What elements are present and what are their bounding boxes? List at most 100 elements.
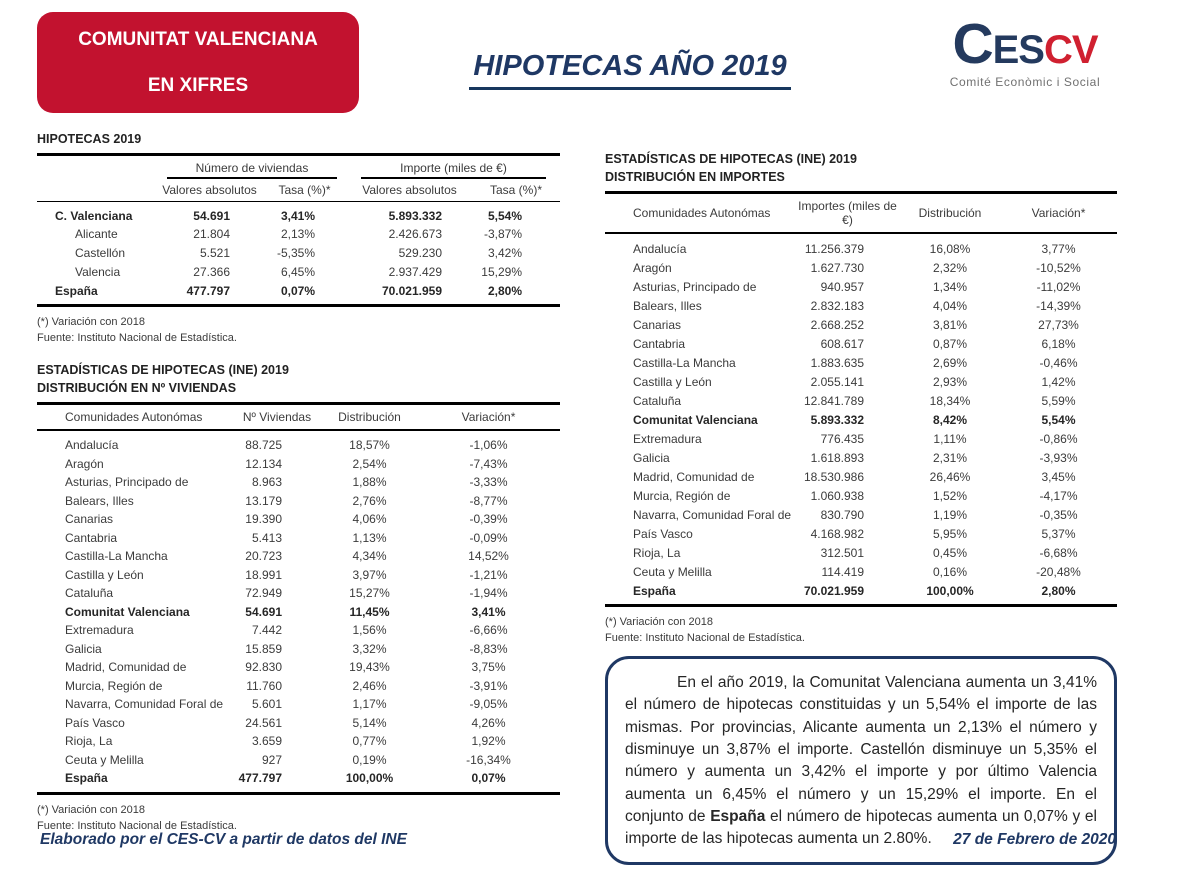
table-row: Comunitat Valenciana 54.691 11,45% 3,41% <box>37 603 560 622</box>
viviendas-value: 18.991 <box>245 567 282 582</box>
viviendas-value: 88.725 <box>245 438 282 453</box>
importes-value: 1.060.938 <box>810 488 864 503</box>
importes-value: 312.501 <box>820 545 864 560</box>
importe-abs-value: 5.893.332 <box>388 208 442 223</box>
region-name: Cantabria <box>633 336 686 351</box>
distribucion-value: 1,17% <box>352 697 387 712</box>
logo-letter-c: C <box>952 12 993 76</box>
importes-value: 940.957 <box>820 279 864 294</box>
table2-footnotes: (*) Variación con 2018 Fuente: Instituto… <box>37 803 560 835</box>
variacion-value: -20,48% <box>1036 564 1081 579</box>
distribucion-value: 5,95% <box>932 526 968 541</box>
distribucion-value: 2,93% <box>932 374 968 389</box>
viviendas-value: 13.179 <box>245 493 282 508</box>
variacion-value: -1,94% <box>469 586 508 601</box>
table-row: Castilla y León 18.991 3,97% -1,21% <box>37 566 560 585</box>
variacion-value: 1,42% <box>1041 374 1076 389</box>
variacion-value: 3,41% <box>471 604 506 619</box>
table1-sub-header: Valores absolutos Tasa (%)* Valores abso… <box>37 179 560 203</box>
table-row: Murcia, Región de 1.060.938 1,52% -4,17% <box>605 486 1117 505</box>
viviendas-value: 477.797 <box>238 771 282 786</box>
distribucion-value: 4,04% <box>932 298 968 313</box>
distribucion-value: 3,32% <box>352 641 387 656</box>
viviendas-tasa-value: 6,45% <box>280 264 315 279</box>
table-row: Canarias 19.390 4,06% -0,39% <box>37 510 560 529</box>
table-row: España 477.797 0,07% 70.021.959 2,80% <box>37 281 560 300</box>
table-row: Aragón 1.627.730 2,32% -10,52% <box>605 258 1117 277</box>
distribucion-value: 2,76% <box>352 493 387 508</box>
region-name: Rioja, La <box>633 545 681 560</box>
table-row: Ceuta y Melilla 927 0,19% -16,34% <box>37 751 560 770</box>
logo-letters-es: ES <box>992 28 1045 72</box>
variacion-value: 5,59% <box>1041 393 1076 408</box>
importes-value: 114.419 <box>821 564 865 579</box>
distribucion-value: 4,06% <box>352 512 387 527</box>
viviendas-value: 3.659 <box>251 734 282 749</box>
table-row: Ceuta y Melilla 114.419 0,16% -20,48% <box>605 562 1117 581</box>
viviendas-value: 20.723 <box>245 549 282 564</box>
table-row: Cataluña 72.949 15,27% -1,94% <box>37 584 560 603</box>
distribucion-value: 11,45% <box>349 604 390 619</box>
region-name: Navarra, Comunidad Foral de <box>633 507 792 522</box>
distribucion-value: 0,19% <box>352 752 387 767</box>
footer-date: 27 de Febrero de 2020 <box>953 831 1116 848</box>
group-header-importe: Importe (miles de €) <box>361 159 546 180</box>
table-row: Extremadura 7.442 1,56% -6,66% <box>37 621 560 640</box>
distribucion-value: 1,56% <box>352 623 387 638</box>
col-variacion: Variación* <box>1031 206 1086 221</box>
variacion-value: 2,80% <box>1041 583 1076 598</box>
cescv-logo: CESCV Comité Econòmic i Social <box>930 16 1120 90</box>
region-name: Valencia <box>75 264 121 279</box>
table-row: Valencia 27.366 6,45% 2.937.429 15,29% <box>37 263 560 282</box>
region-name: Madrid, Comunidad de <box>633 469 755 484</box>
footer-elaborado: Elaborado por el CES-CV a partir de dato… <box>40 831 407 848</box>
region-name: País Vasco <box>633 526 693 541</box>
region-name: Aragón <box>633 260 672 275</box>
viviendas-value: 11.760 <box>246 678 282 693</box>
viviendas-value: 92.830 <box>245 660 282 675</box>
table-row: Cantabria 5.413 1,13% -0,09% <box>37 529 560 548</box>
badge-line1: COMUNITAT VALENCIANA <box>78 28 318 50</box>
region-name: Cataluña <box>633 393 682 408</box>
badge-line2: EN XIFRES <box>147 74 249 96</box>
table3-title-line1: ESTADÍSTICAS DE HIPOTECAS (INE) 2019 <box>605 152 857 166</box>
footnote-fuente: Fuente: Instituto Nacional de Estadístic… <box>37 332 237 345</box>
importes-value: 70.021.959 <box>803 583 864 598</box>
distribucion-value: 2,69% <box>932 355 968 370</box>
region-name: Canarias <box>633 317 682 332</box>
region-name: Comunitat Valenciana <box>633 412 758 427</box>
viviendas-tasa-value: -5,35% <box>276 246 315 261</box>
summary-text-after: el número de hipotecas aumenta un 0,07% … <box>625 808 1097 848</box>
table-row: Madrid, Comunidad de 18.530.986 26,46% 3… <box>605 467 1117 486</box>
distribucion-value: 19,43% <box>349 660 390 675</box>
distribucion-value: 0,77% <box>352 734 387 749</box>
table-row: Rioja, La 312.501 0,45% -6,68% <box>605 543 1117 562</box>
col-variacion: Variación* <box>461 410 516 425</box>
region-name: Castilla-La Mancha <box>633 355 736 370</box>
region-name: Ceuta y Melilla <box>65 752 144 767</box>
distribucion-value: 2,32% <box>932 260 968 275</box>
table-row: Balears, Illes 13.179 2,76% -8,77% <box>37 492 560 511</box>
variacion-value: 5,54% <box>1041 412 1076 427</box>
table3-footnotes: (*) Variación con 2018 Fuente: Instituto… <box>605 615 1117 647</box>
viviendas-tasa-value: 0,07% <box>280 283 315 298</box>
footnote-variacion: (*) Variación con 2018 <box>37 803 146 816</box>
table1-body: C. Valenciana 54.691 3,41% 5.893.332 5,5… <box>37 202 560 304</box>
region-name: Asturias, Principado de <box>633 279 757 294</box>
table-row: Cantabria 608.617 0,87% 6,18% <box>605 334 1117 353</box>
variacion-value: 3,75% <box>471 660 506 675</box>
table-row: Castilla-La Mancha 1.883.635 2,69% -0,46… <box>605 353 1117 372</box>
variacion-value: -0,86% <box>1039 431 1078 446</box>
distribucion-value: 18,34% <box>929 393 971 408</box>
table-row: Andalucía 11.256.379 16,08% 3,77% <box>605 239 1117 258</box>
table-row: Alicante 21.804 2,13% 2.426.673 -3,87% <box>37 225 560 244</box>
table2-header: Comunidades Autonómas Nº Viviendas Distr… <box>37 405 560 432</box>
variacion-value: -10,52% <box>1036 260 1081 275</box>
distribucion-value: 2,31% <box>932 450 968 465</box>
importe-tasa-value: 2,80% <box>487 283 522 298</box>
distribucion-value: 1,88% <box>352 475 387 490</box>
region-name: Castellón <box>75 246 126 261</box>
importe-abs-value: 2.426.673 <box>388 227 442 242</box>
left-column: HIPOTECAS 2019 Número de viviendas Impor… <box>37 130 560 835</box>
table2-title-line1: ESTADÍSTICAS DE HIPOTECAS (INE) 2019 <box>37 362 289 377</box>
